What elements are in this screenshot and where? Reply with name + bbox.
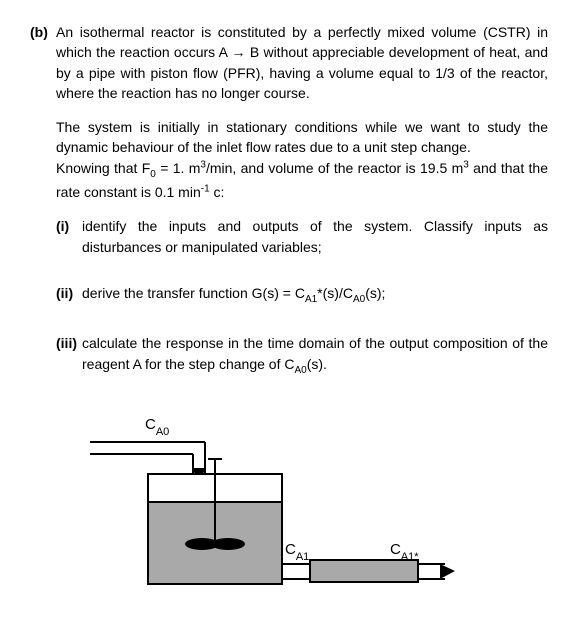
para2b-3: /min, and volume of the reactor is 19.5 … <box>206 160 463 176</box>
impeller-r <box>211 538 245 550</box>
diagram-svg: CA0 CA1 CA1* <box>90 404 460 604</box>
item-ii-text: derive the transfer function G(s) = CA1*… <box>82 283 548 307</box>
item-i-text: identify the inputs and outputs of the s… <box>82 216 548 257</box>
item-i-label: (i) <box>56 216 82 257</box>
item-iii-text: calculate the response in the time domai… <box>82 333 548 378</box>
iii-post: (s). <box>307 356 327 372</box>
ca0-label: CA0 <box>145 416 169 438</box>
pfr-pipe <box>310 560 418 582</box>
reactor-diagram: CA0 CA1 CA1* <box>90 404 548 609</box>
sup-m1: -1 <box>201 183 210 194</box>
sub-a1: A1 <box>305 294 317 305</box>
sub-a0b: A0 <box>294 364 306 375</box>
part-label: (b) <box>30 22 56 42</box>
ii-post: (s); <box>365 285 385 301</box>
intro-text: An isothermal reactor is constituted by … <box>56 22 548 103</box>
sub-a0: A0 <box>353 294 365 305</box>
para2a: The system is initially in stationary co… <box>56 119 548 155</box>
item-iii-label: (iii) <box>56 333 82 378</box>
ii-pre: derive the transfer function G(s) = C <box>82 285 305 301</box>
para2b-5: c: <box>210 184 225 200</box>
ca1-label: CA1 <box>285 541 309 563</box>
para2b-2: = 1. m <box>156 160 201 176</box>
out-arrow <box>440 564 455 579</box>
ii-mid: *(s)/C <box>317 285 353 301</box>
item-ii-label: (ii) <box>56 283 82 307</box>
para-2: The system is initially in stationary co… <box>56 117 548 202</box>
para2b-1: Knowing that F <box>56 160 150 176</box>
